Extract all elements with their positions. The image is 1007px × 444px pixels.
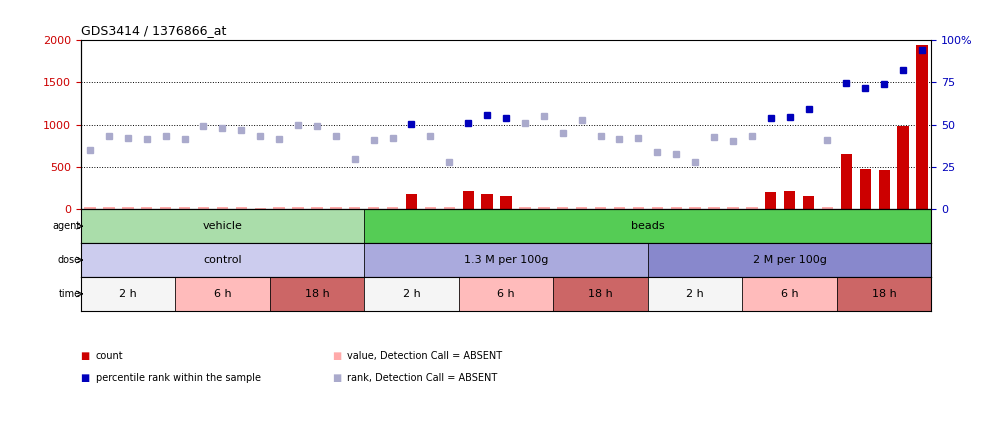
Bar <box>652 207 663 209</box>
Text: 6 h: 6 h <box>497 289 515 299</box>
Bar <box>425 207 436 209</box>
Bar <box>822 207 833 209</box>
Text: value, Detection Call = ABSENT: value, Detection Call = ABSENT <box>347 351 502 361</box>
Bar <box>595 207 606 209</box>
Bar <box>459 277 553 311</box>
Bar <box>368 207 380 209</box>
Text: GDS3414 / 1376866_at: GDS3414 / 1376866_at <box>81 24 226 37</box>
Bar <box>860 170 871 209</box>
Bar <box>255 207 266 209</box>
Text: 6 h: 6 h <box>213 289 232 299</box>
Bar <box>81 243 365 277</box>
Text: time: time <box>58 289 81 299</box>
Text: dose: dose <box>57 255 81 265</box>
Text: ■: ■ <box>332 351 341 361</box>
Bar <box>406 194 417 209</box>
Text: 6 h: 6 h <box>780 289 799 299</box>
Bar <box>387 207 398 209</box>
Bar <box>365 243 648 277</box>
Bar <box>671 207 682 209</box>
Bar <box>365 277 459 311</box>
Text: 2 M per 100g: 2 M per 100g <box>752 255 827 265</box>
Text: 18 h: 18 h <box>304 289 329 299</box>
Bar <box>365 209 931 243</box>
Text: count: count <box>96 351 123 361</box>
Bar <box>690 207 701 209</box>
Text: beads: beads <box>631 221 665 231</box>
Bar <box>557 207 568 209</box>
Bar <box>648 243 931 277</box>
Bar <box>81 277 175 311</box>
Bar <box>500 196 512 209</box>
Text: 2 h: 2 h <box>119 289 137 299</box>
Bar <box>632 207 644 209</box>
Bar <box>175 277 270 311</box>
Bar <box>576 207 587 209</box>
Bar <box>270 277 365 311</box>
Text: ■: ■ <box>81 351 90 361</box>
Bar <box>803 196 815 209</box>
Bar <box>462 190 474 209</box>
Bar <box>727 207 738 209</box>
Bar <box>553 277 648 311</box>
Bar <box>330 207 341 209</box>
Bar <box>141 207 152 209</box>
Bar <box>708 207 720 209</box>
Bar <box>179 207 190 209</box>
Bar <box>292 207 304 209</box>
Bar <box>274 207 285 209</box>
Bar <box>648 277 742 311</box>
Bar <box>217 207 228 209</box>
Text: 2 h: 2 h <box>686 289 704 299</box>
Text: agent: agent <box>52 221 81 231</box>
Bar <box>614 207 625 209</box>
Bar <box>742 277 837 311</box>
Bar <box>197 207 209 209</box>
Text: 1.3 M per 100g: 1.3 M per 100g <box>464 255 548 265</box>
Bar <box>236 207 247 209</box>
Bar <box>520 207 531 209</box>
Bar <box>784 190 796 209</box>
Text: ■: ■ <box>81 373 90 383</box>
Bar <box>349 207 361 209</box>
Bar <box>81 209 365 243</box>
Text: 18 h: 18 h <box>588 289 613 299</box>
Bar <box>160 207 171 209</box>
Bar <box>878 170 890 209</box>
Bar <box>104 207 115 209</box>
Text: control: control <box>203 255 242 265</box>
Text: 2 h: 2 h <box>403 289 420 299</box>
Text: vehicle: vehicle <box>202 221 243 231</box>
Text: 18 h: 18 h <box>872 289 896 299</box>
Bar <box>122 207 134 209</box>
Bar <box>538 207 550 209</box>
Text: rank, Detection Call = ABSENT: rank, Detection Call = ABSENT <box>347 373 497 383</box>
Text: percentile rank within the sample: percentile rank within the sample <box>96 373 261 383</box>
Bar <box>837 277 931 311</box>
Bar <box>85 207 96 209</box>
Bar <box>765 192 776 209</box>
Bar <box>444 207 455 209</box>
Bar <box>481 194 492 209</box>
Bar <box>841 154 852 209</box>
Text: ■: ■ <box>332 373 341 383</box>
Bar <box>897 126 908 209</box>
Bar <box>746 207 757 209</box>
Bar <box>311 207 322 209</box>
Bar <box>916 45 927 209</box>
